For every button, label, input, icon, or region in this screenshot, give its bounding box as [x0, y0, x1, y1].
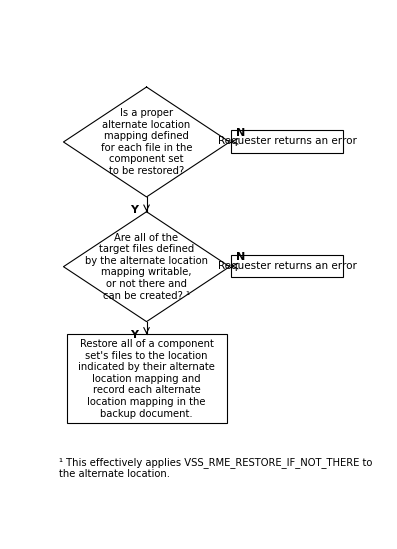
Text: N: N	[236, 128, 245, 138]
Bar	[67, 334, 227, 423]
Text: Y: Y	[130, 330, 138, 340]
Text: Restore all of a component
set's files to the location
indicated by their altern: Restore all of a component set's files t…	[78, 339, 215, 418]
Text: ¹ This effectively applies VSS_RME_RESTORE_IF_NOT_THERE to
the alternate locatio: ¹ This effectively applies VSS_RME_RESTO…	[59, 457, 372, 479]
Bar	[231, 130, 343, 153]
Text: Y: Y	[130, 205, 138, 215]
Text: Are all of the
target files defined
by the alternate location
mapping writable,
: Are all of the target files defined by t…	[85, 233, 208, 301]
Text: Requester returns an error: Requester returns an error	[218, 136, 357, 147]
Text: Requester returns an error: Requester returns an error	[218, 261, 357, 271]
Text: N: N	[236, 253, 245, 262]
Bar	[231, 255, 343, 277]
Text: Is a proper
alternate location
mapping defined
for each file in the
component se: Is a proper alternate location mapping d…	[101, 108, 192, 176]
